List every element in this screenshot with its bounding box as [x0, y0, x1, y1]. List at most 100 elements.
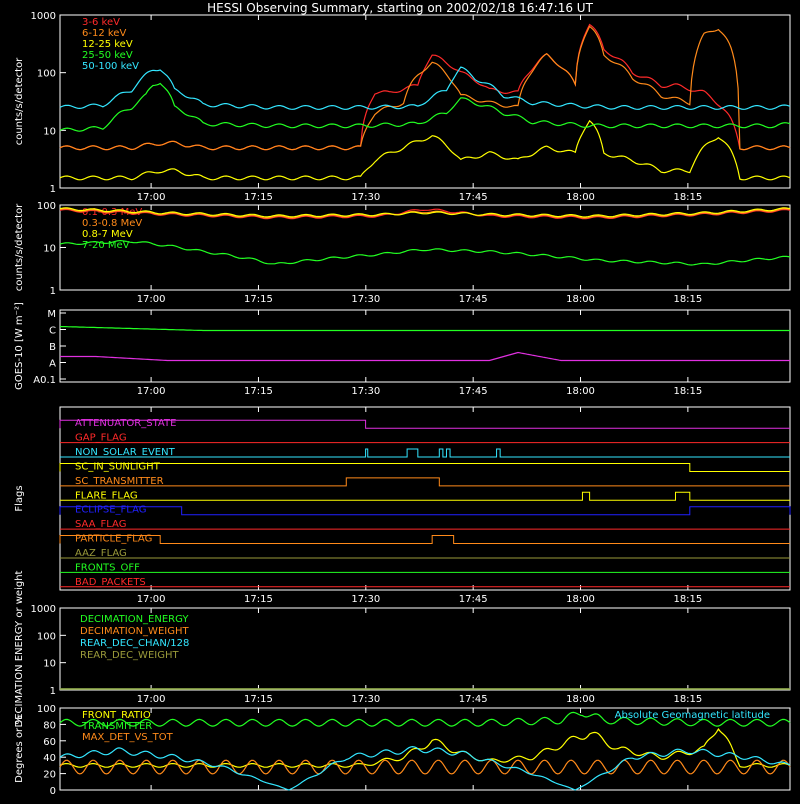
- x-tick-label: 18:15: [673, 594, 702, 605]
- series-line: [59, 728, 791, 768]
- y-tick-label: 100: [37, 201, 56, 212]
- legend-label: 25-50 keV: [82, 50, 133, 61]
- x-tick-label: 18:00: [566, 694, 595, 705]
- y-tick-label: 10: [43, 244, 56, 255]
- legend-label: FRONT_RATIO: [82, 710, 151, 721]
- legend-label: 0.8-7 MeV: [82, 229, 133, 240]
- x-tick-label: 17:15: [244, 694, 273, 705]
- x-tick-label: 18:00: [566, 192, 595, 203]
- series-line: [59, 208, 791, 219]
- y-tick-label: 100: [37, 631, 56, 642]
- legend-label: 50-100 keV: [82, 61, 139, 72]
- y-axis-label: Degrees or %: [14, 715, 25, 783]
- x-tick-label: 17:45: [459, 192, 488, 203]
- x-tick-label: 17:00: [137, 192, 166, 203]
- y-tick-label: C: [49, 326, 56, 337]
- x-tick-label: 17:00: [137, 594, 166, 605]
- x-tick-label: 18:15: [673, 192, 702, 203]
- y-tick-label: 100: [37, 704, 56, 715]
- panel-frame: [59, 406, 791, 591]
- x-tick-label: 17:15: [244, 594, 273, 605]
- flag-line: [59, 535, 790, 545]
- x-tick-label: 17:30: [351, 594, 380, 605]
- page-title: HESSI Observing Summary, starting on 200…: [207, 1, 593, 15]
- series-line: [60, 351, 790, 362]
- series-line: [59, 745, 791, 791]
- legend-label: 6-12 keV: [82, 28, 126, 39]
- x-tick-label: 18:00: [566, 386, 595, 397]
- series-line: [59, 23, 791, 151]
- y-axis-label: Flags: [14, 485, 25, 511]
- legend-label: 12-25 keV: [82, 39, 133, 50]
- x-tick-label: 18:00: [566, 594, 595, 605]
- legend-label: MAX_DET_VS_TOT: [82, 732, 174, 743]
- x-tick-label: 17:00: [137, 386, 166, 397]
- flag-label: BAD_PACKETS: [75, 577, 146, 588]
- y-tick-label: 1: [50, 286, 56, 297]
- x-tick-label: 17:30: [351, 294, 380, 305]
- x-tick-label: 18:00: [566, 294, 595, 305]
- series-line: [59, 82, 791, 132]
- flag-label: ATTENUATOR_STATE: [75, 418, 176, 429]
- series-line: [59, 239, 791, 266]
- flag-line: [59, 506, 791, 516]
- flag-label: SC_TRANSMITTER: [75, 476, 164, 487]
- x-tick-label: 17:15: [244, 386, 273, 397]
- legend-label: 3-6 keV: [82, 17, 120, 28]
- legend-label: 0.3-0.8 MeV: [82, 218, 142, 229]
- annotation-label: Absolute Geomagnetic latitude: [615, 710, 770, 721]
- panel-frame: [59, 607, 791, 691]
- panel-frame: [59, 14, 791, 189]
- legend-label: 0.1-0.3 MeV: [82, 207, 142, 218]
- y-tick-label: 40: [43, 753, 56, 764]
- x-tick-label: 17:00: [137, 294, 166, 305]
- x-tick-label: 17:30: [351, 386, 380, 397]
- y-tick-label: 100: [37, 69, 56, 80]
- y-tick-label: 1000: [31, 604, 56, 615]
- x-tick-label: 17:45: [459, 294, 488, 305]
- x-tick-label: 17:45: [459, 694, 488, 705]
- flag-line: [60, 477, 790, 487]
- flag-label: ECLIPSE_FLAG: [75, 505, 146, 516]
- y-tick-label: 10: [43, 659, 56, 670]
- panel-frame: [59, 309, 791, 383]
- y-tick-label: 1: [50, 686, 56, 697]
- y-tick-label: 1000: [31, 11, 56, 22]
- flag-label: SAA_FLAG: [75, 519, 126, 530]
- y-tick-label: M: [47, 309, 56, 320]
- flag-label: PARTICLE_FLAG: [75, 534, 152, 545]
- y-axis-label: counts/s/detector: [14, 203, 25, 291]
- flag-label: FRONTS_OFF: [75, 562, 140, 573]
- series-line: [59, 66, 791, 110]
- x-tick-label: 17:45: [459, 386, 488, 397]
- y-tick-label: 1: [50, 184, 56, 195]
- legend-label: REAR_DEC_CHAN/128: [80, 638, 189, 649]
- y-tick-label: 80: [43, 720, 56, 731]
- x-tick-label: 17:30: [351, 192, 380, 203]
- flag-label: GAP_FLAG: [75, 433, 127, 444]
- y-axis-label: GOES-10 [W m⁻²]: [14, 302, 25, 390]
- series-line: [59, 25, 791, 151]
- flag-label: AAZ_FLAG: [75, 548, 127, 559]
- x-tick-label: 18:15: [673, 386, 702, 397]
- y-tick-label: A0.1: [33, 375, 56, 386]
- flag-line: [59, 462, 790, 472]
- panel-frame: [59, 707, 791, 791]
- flag-line: [59, 419, 790, 429]
- flag-label: FLARE_FLAG: [75, 490, 138, 501]
- y-axis-label: DECIMATION ENERGY or weight: [14, 570, 25, 727]
- x-tick-label: 17:30: [351, 694, 380, 705]
- legend-label: REAR_DEC_WEIGHT: [80, 650, 179, 661]
- flag-line: [60, 448, 790, 458]
- legend-label: DECIMATION_ENERGY: [80, 614, 189, 625]
- series-line: [59, 207, 791, 218]
- x-tick-label: 18:15: [673, 294, 702, 305]
- series-line: [59, 759, 791, 775]
- legend-label: 7-20 MeV: [82, 240, 130, 251]
- legend-label: DECIMATION_WEIGHT: [80, 626, 189, 637]
- flag-label: NON_SOLAR_EVENT: [75, 447, 176, 458]
- y-axis-label: counts/s/detector: [14, 57, 25, 145]
- y-tick-label: 10: [43, 126, 56, 137]
- series-line: [59, 119, 791, 181]
